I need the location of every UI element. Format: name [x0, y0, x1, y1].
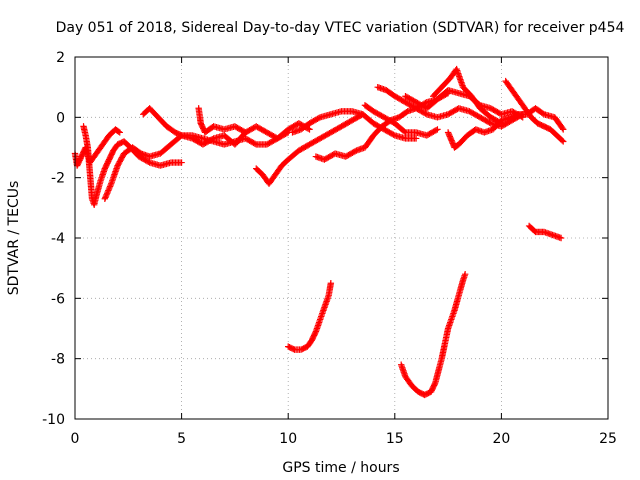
series-arc-2 — [80, 123, 185, 209]
data-point — [412, 135, 420, 142]
data-point — [560, 138, 567, 145]
x-tick-label: 10 — [279, 431, 297, 447]
y-tick-label: -10 — [42, 412, 65, 428]
series-arc-6 — [253, 111, 367, 187]
data-point — [116, 129, 123, 136]
y-axis-label: SDTVAR / TECUs — [6, 181, 22, 296]
series-arc-9 — [361, 102, 441, 139]
data-point — [434, 126, 441, 133]
data-point — [115, 128, 122, 135]
data-points — [71, 65, 567, 399]
series-arc-15 — [525, 222, 565, 242]
data-point — [145, 158, 152, 166]
x-tick-label: 0 — [71, 431, 80, 447]
y-tick-label: 2 — [56, 50, 65, 66]
data-point — [290, 345, 297, 353]
y-tick-label: -8 — [51, 352, 65, 368]
x-tick-label: 15 — [386, 431, 404, 447]
x-tick-label: 25 — [599, 431, 617, 447]
chart-title: Day 051 of 2018, Sidereal Day-to-day VTE… — [56, 20, 625, 36]
data-point — [351, 148, 359, 155]
series-arc-14 — [502, 77, 567, 145]
data-point — [558, 137, 566, 144]
data-point — [432, 126, 440, 134]
data-point — [539, 110, 547, 117]
data-point — [306, 126, 313, 133]
y-tick-labels: 2 0 -2 -4 -6 -8 -10 — [42, 50, 65, 428]
data-point — [559, 124, 566, 132]
y-tick-label: -6 — [51, 291, 65, 307]
y-tick-label: -4 — [51, 231, 65, 247]
data-point — [390, 131, 397, 138]
data-point — [560, 126, 567, 133]
data-point — [177, 131, 184, 139]
plot-frame — [74, 56, 609, 420]
data-point — [178, 159, 185, 166]
data-point — [461, 271, 469, 278]
x-tick-label: 20 — [492, 431, 510, 447]
x-axis-label: GPS time / hours — [282, 460, 399, 476]
data-point — [327, 280, 335, 287]
data-point — [251, 140, 259, 147]
x-tick-label: 5 — [177, 431, 186, 447]
series-arc-8 — [312, 90, 452, 163]
data-point — [312, 329, 319, 337]
data-point — [557, 234, 565, 242]
data-point — [486, 119, 493, 126]
series-arc-7 — [289, 108, 420, 142]
series-arc-16 — [285, 280, 335, 353]
data-point — [315, 114, 323, 122]
y-tick-label: -2 — [51, 171, 65, 187]
data-point — [431, 380, 438, 388]
series-arc-12 — [429, 65, 505, 127]
x-tick-labels: 0 5 10 15 20 25 — [71, 431, 617, 447]
series-arc-17 — [397, 271, 469, 399]
y-tick-label: 0 — [56, 110, 65, 126]
data-point — [422, 110, 429, 117]
